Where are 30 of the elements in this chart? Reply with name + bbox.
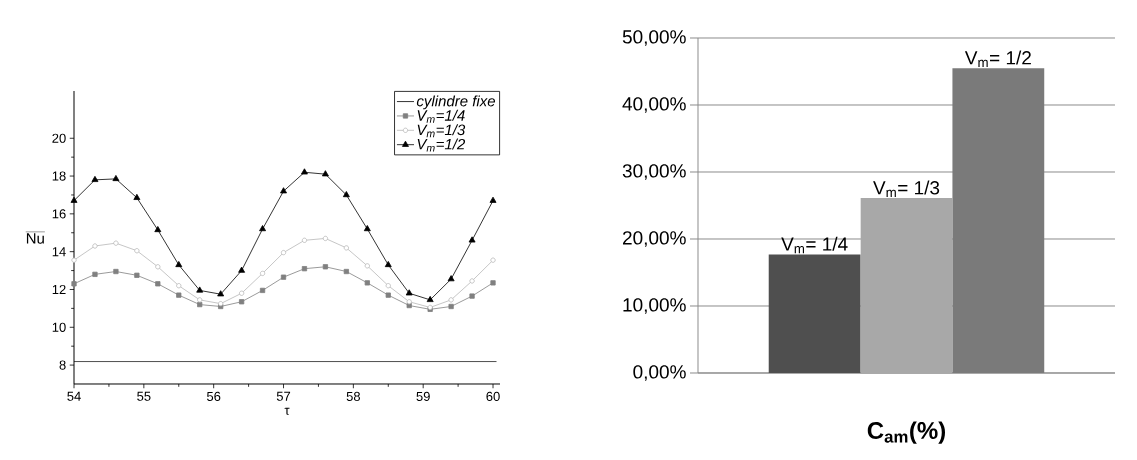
y-tick-label: 0,00% xyxy=(633,365,686,381)
legend-label: V$_{m}$=1/3 xyxy=(417,124,466,138)
legend-label: V$_{m}$=1/2 xyxy=(417,138,466,152)
y-tick-label: 20 xyxy=(52,133,66,143)
x-tick-label: 58 xyxy=(346,391,361,401)
x-axis-title: C$_{am}$(%) xyxy=(867,421,946,444)
y-tick-label: 10,00% xyxy=(623,298,686,314)
y-tick-label: 14 xyxy=(52,247,66,257)
y-tick-label: 30,00% xyxy=(622,164,686,180)
y-tick-label: 8 xyxy=(59,360,66,370)
data-label: V$_{m}$= 1/3 xyxy=(873,180,940,197)
x-tick-label: 60 xyxy=(486,391,500,401)
data-label: V$_{m}$= 1/2 xyxy=(964,50,1031,67)
data-label: V$_{m}$= 1/4 xyxy=(781,236,848,254)
y-tick-label: 10 xyxy=(52,322,66,332)
y-tick-label: 12 xyxy=(52,284,66,295)
y-tick-label: 18 xyxy=(52,171,66,181)
legend-label: cylindre fixe xyxy=(416,95,496,110)
x-tick-label: 57 xyxy=(276,391,291,401)
y-tick-label: 50,00% xyxy=(622,30,686,46)
x-tick-label: 56 xyxy=(206,391,221,401)
legend-label: V$_{m}$=1/4 xyxy=(417,109,465,123)
x-tick-label: 59 xyxy=(416,391,430,401)
y-tick-label: 20,00% xyxy=(622,231,686,247)
y-tick-label: 40,00% xyxy=(622,97,686,113)
x-tick-label: 54 xyxy=(67,391,81,401)
y-axis-title: Nu xyxy=(26,233,44,244)
x-tick-label: 55 xyxy=(137,391,151,401)
x-axis-title: τ xyxy=(284,407,290,415)
y-tick-label: 16 xyxy=(52,209,66,219)
